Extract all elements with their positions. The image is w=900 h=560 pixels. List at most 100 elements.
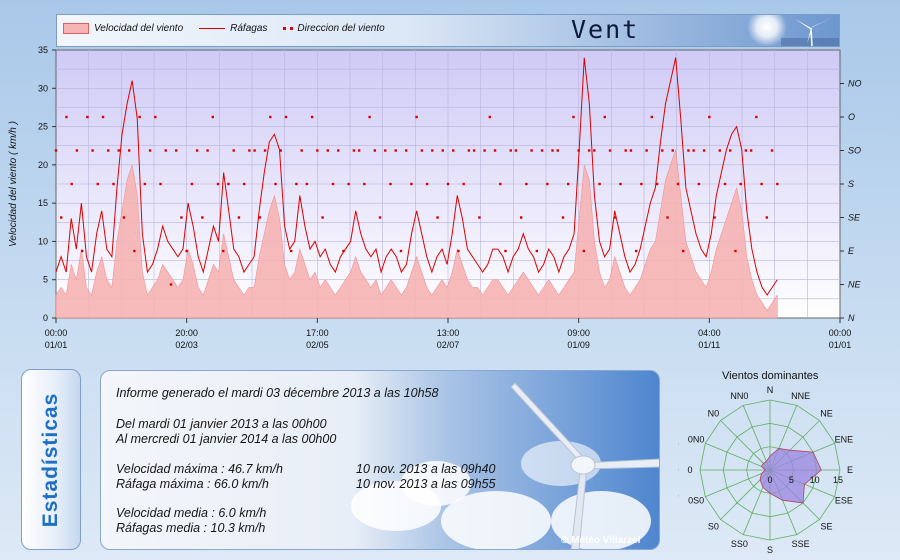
- direction-point: [749, 149, 753, 152]
- rose-direction-label: 0S0: [688, 496, 704, 506]
- direction-point: [420, 149, 424, 152]
- direction-point: [514, 149, 518, 152]
- direction-point: [263, 149, 267, 152]
- direction-point: [608, 149, 612, 152]
- cloud-shape: [441, 491, 551, 549]
- direction-point: [624, 149, 627, 152]
- direction-point: [101, 115, 105, 119]
- direction-point: [676, 182, 680, 186]
- direction-point: [127, 149, 131, 152]
- statistics-tab[interactable]: Estadísticas: [21, 369, 81, 550]
- rose-spoke: [705, 442, 771, 471]
- x-tick-date: 02/07: [437, 340, 460, 350]
- direction-point: [284, 115, 288, 119]
- direction-point: [117, 149, 120, 152]
- direction-point: [415, 115, 418, 119]
- y2-tick-label: SE: [848, 213, 861, 223]
- direction-point: [509, 149, 512, 152]
- direction-point: [363, 182, 366, 186]
- direction-point: [337, 149, 340, 152]
- legend-swatch-line: [199, 28, 226, 29]
- y-tick-label: 15: [38, 198, 48, 208]
- legend-item-gusts: Ráfagas: [199, 23, 267, 34]
- legend-label: Ráfagas: [230, 23, 268, 34]
- direction-point: [227, 182, 230, 186]
- x-tick-time: 09:00: [567, 328, 590, 338]
- rose-direction-label: S: [767, 545, 773, 554]
- wind-turbine-icon: [781, 17, 839, 46]
- rose-direction-label: 0: [687, 465, 692, 475]
- direction-point: [478, 216, 481, 219]
- direction-point: [582, 249, 586, 253]
- direction-point: [399, 249, 403, 253]
- report-from: Del mardi 01 janvier 2013 a las 00h00: [116, 417, 327, 431]
- direction-point: [122, 216, 126, 219]
- direction-point: [133, 249, 136, 253]
- direction-point: [441, 149, 444, 152]
- direction-point: [232, 149, 235, 152]
- direction-point: [222, 249, 225, 253]
- direction-point: [446, 182, 450, 186]
- direction-point: [143, 182, 147, 186]
- x-tick-time: 00:00: [45, 328, 68, 338]
- rose-spoke: [705, 469, 771, 498]
- avg-gust: Ráfagas media : 10.3 km/h: [116, 521, 266, 535]
- direction-point: [546, 182, 549, 186]
- report-panel: Informe generado el mardi 03 décembre 20…: [100, 370, 660, 550]
- rose-left-label: 0: [678, 465, 679, 475]
- rose-direction-label: ESE: [835, 496, 853, 506]
- direction-point: [619, 182, 622, 186]
- report-generated: Informe generado el mardi 03 décembre 20…: [116, 386, 439, 400]
- direction-point: [378, 216, 382, 219]
- direction-point: [295, 182, 298, 186]
- direction-point: [634, 249, 638, 253]
- legend-swatch-area: [63, 23, 89, 34]
- rose-spoke: [742, 405, 771, 471]
- direction-point: [462, 182, 465, 186]
- y2-tick-label: S: [848, 179, 854, 189]
- y2-tick-label: O: [848, 112, 855, 122]
- wind-chart: 0 5 10 15 20 25 30 35 N NE E SE S SO O NO 00:00 01/01 20…: [8, 45, 862, 350]
- direction-point: [755, 115, 758, 119]
- direction-dots: [54, 115, 779, 286]
- y-axis: 0 5 10 15 20 25 30 35: [38, 45, 56, 323]
- rose-labels: N NNE NE ENE E ESE SE SSE S SS0 S0 0S0 0 0N0 N0 NN0 0 5 10…: [678, 385, 853, 554]
- y2-tick-label: N: [848, 313, 855, 323]
- direction-point: [148, 149, 152, 152]
- direction-point: [587, 149, 591, 152]
- max-gust: Ráfaga máxima : 66.0 km/h: [116, 477, 269, 491]
- direction-point: [342, 249, 345, 253]
- report-to: Al mercredi 01 janvier 2014 a las 00h00: [116, 432, 337, 446]
- chart-title: Vent: [571, 15, 640, 44]
- copyright: © Météo Villarzel: [561, 535, 641, 546]
- direction-point: [770, 149, 774, 152]
- direction-point: [368, 115, 371, 119]
- direction-point: [718, 149, 721, 152]
- direction-point: [629, 149, 633, 152]
- direction-point: [760, 182, 763, 186]
- direction-point: [60, 216, 63, 219]
- gust-line: [55, 57, 778, 296]
- legend-item-speed: Velocidad del viento: [63, 23, 183, 34]
- direction-point: [467, 149, 471, 152]
- speed-area-path: [55, 149, 778, 319]
- direction-point: [410, 182, 413, 186]
- direction-point: [572, 115, 575, 119]
- direction-point: [551, 149, 554, 152]
- direction-point: [201, 216, 204, 219]
- direction-point: [472, 149, 476, 152]
- direction-point: [70, 182, 73, 186]
- direction-point: [702, 149, 706, 152]
- direction-point: [274, 182, 277, 186]
- direction-point: [504, 249, 507, 253]
- wind-turbine-icon: [510, 382, 659, 549]
- direction-point: [326, 149, 329, 152]
- x-tick-time: 17:00: [306, 328, 329, 338]
- direction-point: [436, 216, 439, 219]
- direction-point: [525, 182, 528, 186]
- direction-point: [556, 149, 559, 152]
- direction-point: [164, 149, 167, 152]
- x-tick-date: 01/01: [829, 340, 852, 350]
- y2-tick-label: E: [848, 246, 855, 256]
- direction-point: [593, 149, 596, 152]
